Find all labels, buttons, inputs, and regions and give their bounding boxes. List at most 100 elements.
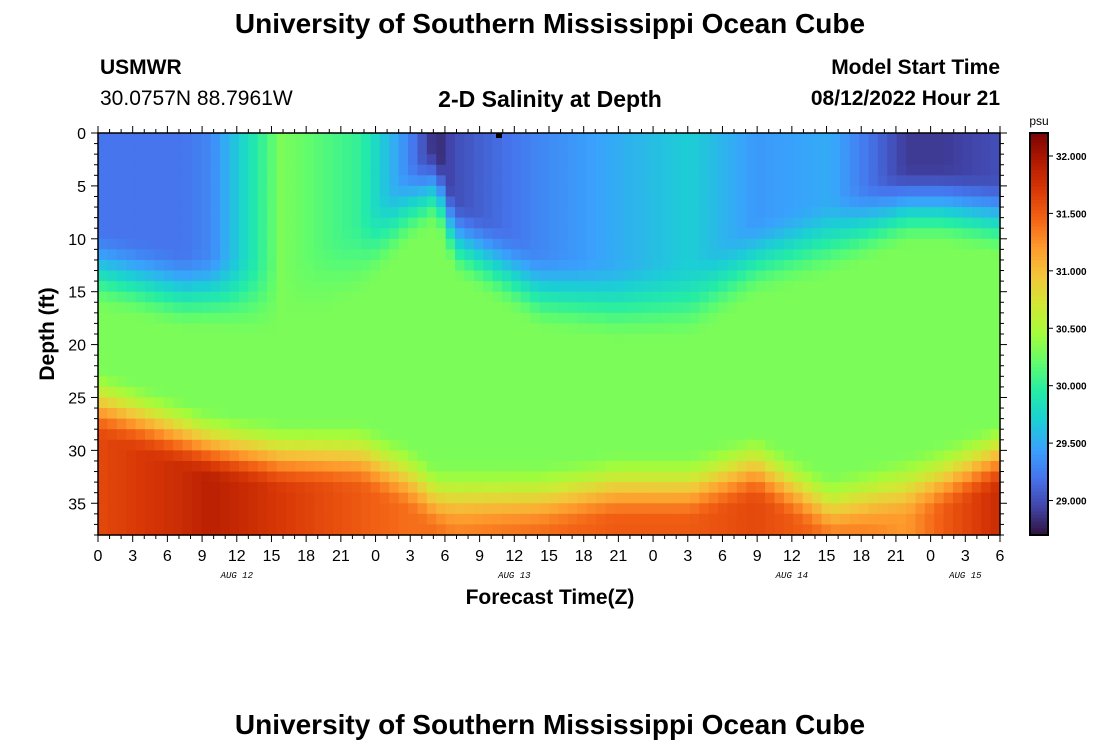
- heatmap-cell: [173, 418, 184, 430]
- heatmap-cell: [455, 344, 466, 356]
- heatmap-cell: [821, 429, 832, 441]
- heatmap-cell: [455, 418, 466, 430]
- heatmap-cell: [417, 418, 428, 430]
- heatmap-cell: [586, 259, 597, 272]
- heatmap-cell: [182, 365, 193, 377]
- colorbar-step: [1030, 206, 1048, 211]
- heatmap-cell: [530, 207, 541, 219]
- heatmap-cell: [332, 503, 343, 515]
- heatmap-cell: [567, 418, 578, 430]
- heatmap-cell: [304, 344, 315, 356]
- heatmap-cell: [276, 376, 287, 388]
- heatmap-cell: [455, 164, 466, 176]
- heatmap-cell: [173, 185, 184, 198]
- heatmap-cell: [689, 217, 700, 229]
- heatmap-cell: [962, 524, 973, 536]
- heatmap-cell: [868, 334, 879, 346]
- heatmap-cell: [755, 154, 766, 166]
- heatmap-cell: [567, 154, 578, 166]
- heatmap-cell: [285, 249, 296, 261]
- heatmap-cell: [924, 291, 935, 303]
- heatmap-cell: [774, 460, 785, 473]
- heatmap-cell: [746, 302, 757, 314]
- heatmap-cell: [285, 429, 296, 441]
- heatmap-cell: [981, 270, 992, 282]
- heatmap-cell: [718, 429, 729, 441]
- heatmap-cell: [624, 312, 635, 325]
- heatmap-cell: [323, 503, 334, 515]
- heatmap-cell: [915, 238, 926, 250]
- heatmap-cell: [201, 323, 212, 335]
- heatmap-cell: [671, 185, 682, 198]
- heatmap-cell: [736, 154, 747, 166]
- heatmap-cell: [182, 386, 193, 399]
- heatmap-cell: [558, 249, 569, 261]
- heatmap-cell: [558, 259, 569, 272]
- heatmap-cell: [868, 513, 879, 526]
- heatmap-cell: [285, 418, 296, 430]
- heatmap-cell: [990, 312, 1001, 325]
- heatmap-cell: [285, 355, 296, 367]
- heatmap-cell: [379, 175, 390, 187]
- colorbar-step: [1030, 139, 1048, 144]
- heatmap-cell: [530, 418, 541, 430]
- heatmap-cell: [549, 439, 559, 451]
- heatmap-cell: [455, 281, 466, 293]
- heatmap-cell: [642, 249, 653, 261]
- heatmap-cell: [924, 365, 935, 377]
- heatmap-cell: [746, 492, 757, 504]
- heatmap-cell: [783, 143, 794, 155]
- heatmap-cell: [943, 513, 954, 526]
- heatmap-cell: [342, 302, 353, 314]
- heatmap-cell: [812, 217, 823, 229]
- heatmap-cell: [840, 460, 851, 473]
- heatmap-cell: [671, 154, 682, 166]
- heatmap-cell: [567, 270, 578, 282]
- heatmap-cell: [107, 143, 118, 155]
- heatmap-cell: [577, 439, 588, 451]
- heatmap-cell: [295, 164, 306, 176]
- heatmap-cell: [549, 482, 559, 494]
- heatmap-cell: [953, 524, 964, 536]
- heatmap-cell: [502, 418, 513, 430]
- heatmap-cell: [464, 270, 475, 282]
- heatmap-cell: [896, 376, 907, 388]
- heatmap-cell: [464, 312, 475, 325]
- heatmap-cell: [802, 450, 813, 462]
- heatmap-cell: [718, 228, 729, 240]
- heatmap-cell: [614, 344, 625, 356]
- heatmap-cell: [483, 154, 494, 166]
- heatmap-cell: [840, 450, 851, 462]
- heatmap-cell: [191, 386, 202, 399]
- heatmap-cell: [971, 323, 982, 335]
- heatmap-cell: [849, 355, 860, 367]
- heatmap-cell: [868, 471, 879, 483]
- heatmap-cell: [530, 503, 541, 515]
- heatmap-cell: [990, 513, 1001, 526]
- heatmap-cell: [802, 312, 813, 325]
- heatmap-cell: [915, 334, 926, 346]
- heatmap-cell: [455, 143, 466, 155]
- heatmap-cell: [126, 270, 137, 282]
- heatmap-cell: [379, 185, 390, 198]
- colorbar-step: [1030, 437, 1048, 442]
- heatmap-cell: [586, 460, 597, 473]
- heatmap-cell: [229, 207, 240, 219]
- heatmap-cell: [257, 386, 268, 399]
- heatmap-cell: [652, 386, 663, 399]
- heatmap-cell: [285, 154, 296, 166]
- heatmap-cell: [417, 503, 428, 515]
- heatmap-cell: [840, 471, 851, 483]
- heatmap-cell: [220, 334, 231, 346]
- heatmap-cell: [304, 513, 315, 526]
- heatmap-cell: [577, 249, 588, 261]
- heatmap-cell: [746, 291, 757, 303]
- heatmap-cell: [511, 164, 522, 176]
- heatmap-cell: [633, 281, 644, 293]
- heatmap-cell: [812, 196, 823, 208]
- heatmap-cell: [492, 228, 503, 240]
- heatmap-cell: [379, 482, 390, 494]
- heatmap-cell: [549, 492, 559, 504]
- heatmap-cell: [821, 482, 832, 494]
- heatmap-cell: [605, 429, 616, 441]
